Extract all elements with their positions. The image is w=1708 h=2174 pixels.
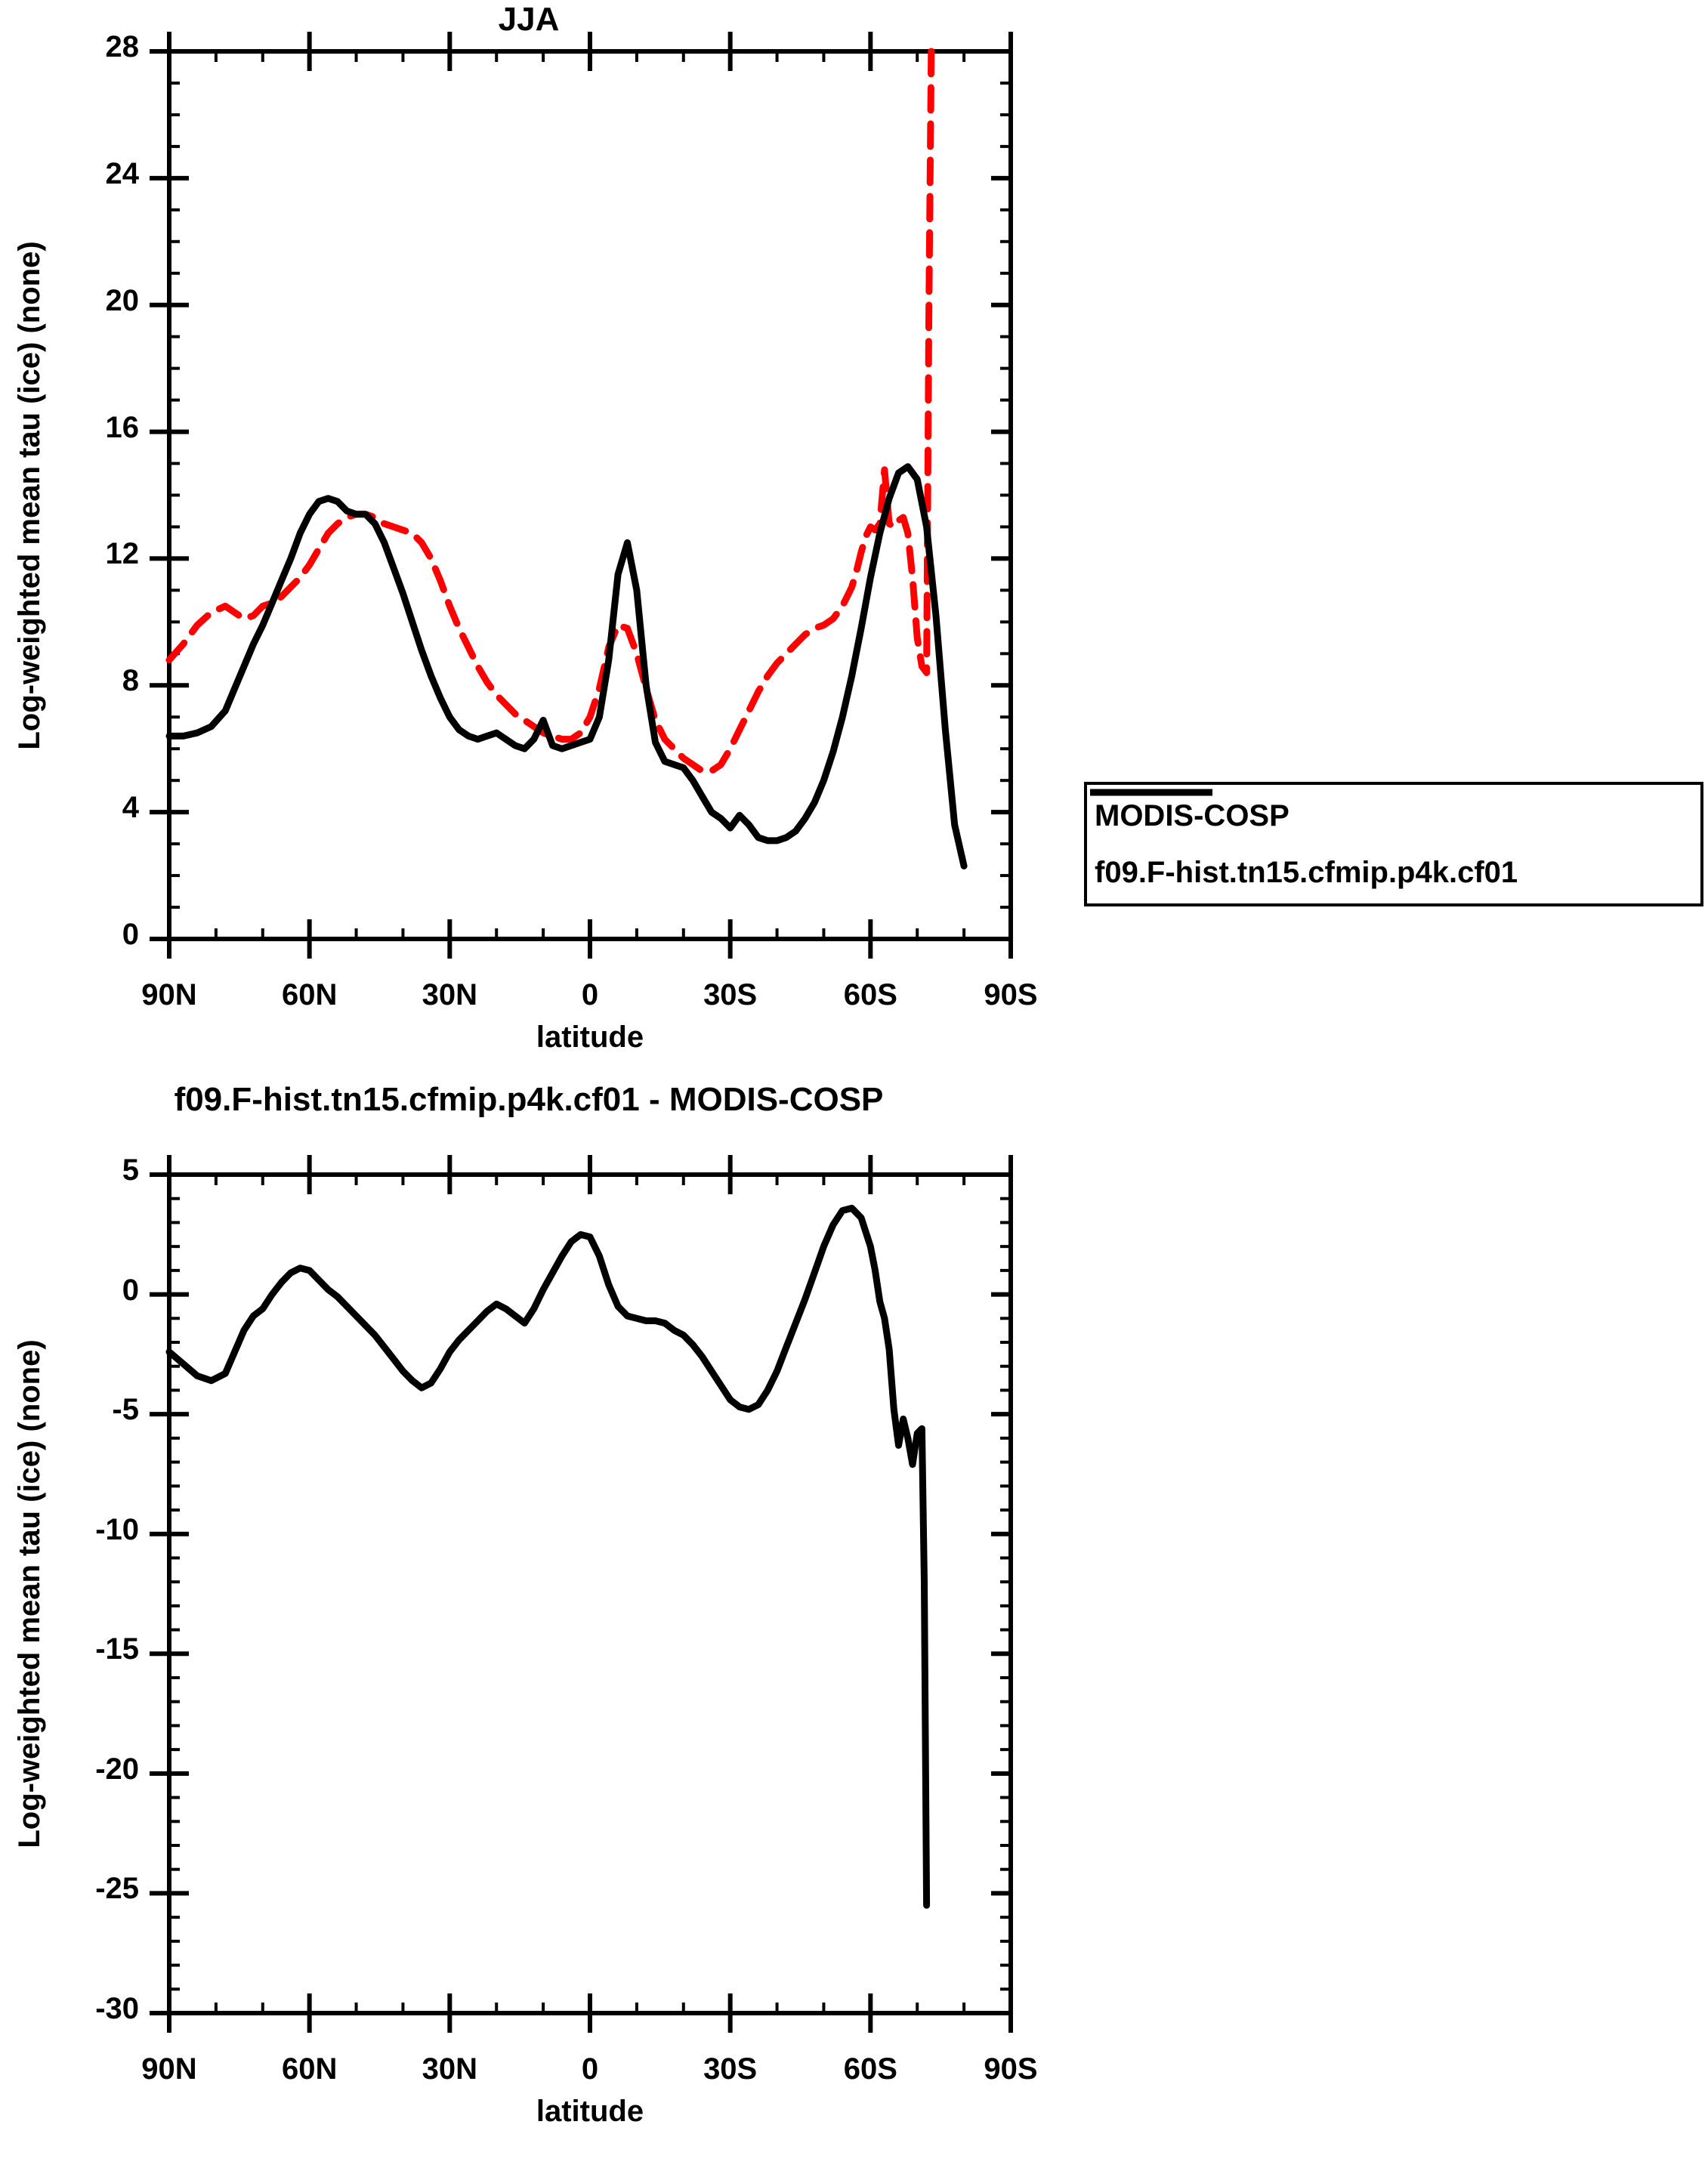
top-y-tick-label: 12 (105, 537, 140, 571)
top-x-axis-label: latitude (536, 1021, 644, 1054)
bottom-series-f09-f-hist-tn15-cfmip-p4k-cf01-modis-cosp (165, 1204, 931, 1909)
bottom-y-tick-label: 5 (122, 1153, 139, 1187)
top-y-tick-label: 28 (105, 30, 140, 63)
top-x-tick-label: 60S (843, 978, 897, 1011)
bottom-x-tick-label: 60N (281, 2052, 338, 2086)
top-series-modis-cosp (165, 48, 935, 775)
top-y-tick-label: 16 (105, 410, 140, 444)
bottom-y-tick-label: -5 (112, 1393, 139, 1427)
legend-label-modis-cosp: MODIS-COSP (1095, 798, 1289, 832)
bottom-x-axis-label: latitude (536, 2095, 644, 2128)
plot-legend: MODIS-COSP f09.F-hist.tn15.cfmip.p4k.cf0… (1084, 782, 1703, 906)
top-y-tick-label: 4 (122, 791, 139, 825)
bottom-y-tick-label: -30 (95, 1992, 139, 2025)
bottom-x-tick-label: 90N (141, 2052, 197, 2086)
top-y-tick-label: 0 (122, 918, 139, 951)
top-panel-title: JJA (498, 1, 560, 38)
bottom-y-tick-label: -10 (95, 1512, 139, 1546)
bottom-panel-title: f09.F-hist.tn15.cfmip.p4k.cf01 - MODIS-C… (174, 1081, 884, 1118)
top-y-tick-label: 20 (105, 283, 140, 317)
top-x-tick-label: 30S (703, 978, 758, 1011)
top-panel-plot (150, 32, 1013, 959)
top-x-tick-label: 30N (422, 978, 478, 1011)
top-x-tick-label: 90S (984, 978, 1038, 1011)
bottom-x-tick-label: 0 (581, 2052, 599, 2086)
bottom-y-axis-label: Log-weighted mean tau (ice) (none) (13, 1339, 46, 1848)
bottom-x-tick-label: 60S (843, 2052, 897, 2086)
legend-entry-model: f09.F-hist.tn15.cfmip.p4k.cf01 (1090, 789, 1700, 890)
top-y-axis-label: Log-weighted mean tau (ice) (none) (13, 240, 46, 750)
bottom-y-tick-label: -25 (95, 1872, 139, 1906)
legend-label-model: f09.F-hist.tn15.cfmip.p4k.cf01 (1095, 855, 1518, 889)
legend-swatch-solid-black (1090, 789, 1212, 796)
bottom-x-tick-label: 90S (984, 2052, 1038, 2086)
top-x-tick-label: 0 (581, 978, 599, 1011)
top-y-tick-label: 8 (122, 664, 139, 698)
bottom-y-tick-label: -15 (95, 1632, 139, 1666)
bottom-y-tick-label: -20 (95, 1752, 139, 1786)
top-x-tick-label: 60N (281, 978, 338, 1011)
bottom-x-tick-label: 30S (703, 2052, 758, 2086)
top-x-tick-label: 90N (141, 978, 197, 1011)
top-series-f09-f-hist-tn15-cfmip-p4k-cf01 (165, 463, 968, 869)
bottom-y-tick-label: 0 (122, 1273, 139, 1307)
legend-entry-modis-cosp: MODIS-COSP (1090, 789, 1700, 833)
bottom-x-tick-label: 30N (422, 2052, 478, 2086)
top-y-tick-label: 24 (105, 156, 140, 190)
bottom-panel-plot (150, 1155, 1013, 2033)
